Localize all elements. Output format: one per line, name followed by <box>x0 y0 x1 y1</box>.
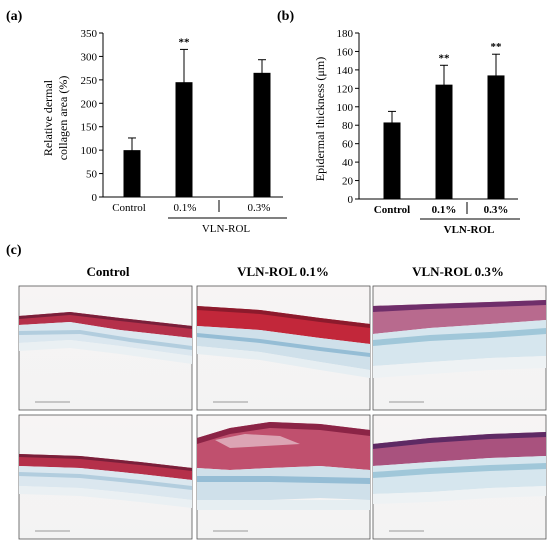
panel-label-a: (a) <box>6 9 23 24</box>
histology-image-control-2 <box>18 414 193 540</box>
y-axis-title-line-1: Relative dermal <box>41 79 55 156</box>
y-axis-title-line-2: collagen area (%) <box>56 76 70 161</box>
y-tick-label: 20 <box>342 176 354 188</box>
panel-label-b: (b) <box>277 9 294 24</box>
x-tick-label-control-a: Control <box>112 202 146 214</box>
y-axis-ticks-a: 0 50 100 150 200 250 300 350 <box>81 28 103 204</box>
y-tick-label: 50 <box>86 169 98 181</box>
y-tick-label: 80 <box>342 120 354 132</box>
bar-01 <box>175 82 193 197</box>
group-label-a: VLN-ROL <box>202 223 251 235</box>
x-tick-label-03-a: 0.3% <box>248 202 271 214</box>
bar-01 <box>435 84 453 199</box>
x-tick-label-03-b: 0.3% <box>484 204 509 216</box>
bar-control <box>123 150 141 197</box>
significance-marker: ** <box>179 36 191 48</box>
y-tick-label: 180 <box>337 28 354 40</box>
y-tick-label: 0 <box>92 192 98 204</box>
x-tick-label-control-b: Control <box>374 204 410 216</box>
histology-image-vln-rol-03-1 <box>372 285 547 411</box>
y-tick-label: 350 <box>81 28 98 40</box>
y-axis-ticks-b: 0 20 40 60 80 100 120 140 160 180 <box>337 28 359 206</box>
histology-image-vln-rol-01-2 <box>196 414 371 540</box>
y-tick-label: 250 <box>81 75 98 87</box>
y-tick-label: 120 <box>337 83 354 95</box>
x-tick-label-01-b: 0.1% <box>432 204 457 216</box>
chart-epidermal-thickness: (b) Epidermal thickness (μm) 0 20 40 60 80 10… <box>277 9 520 236</box>
bars-b: ** ** <box>383 41 505 199</box>
y-tick-label: 300 <box>81 51 98 63</box>
bars-a: ** <box>123 36 271 197</box>
y-axis-title-a: Relative dermal collagen area (%) <box>41 76 70 161</box>
y-tick-label: 0 <box>348 194 354 206</box>
y-tick-label: 60 <box>342 139 354 151</box>
y-tick-label: 160 <box>337 46 354 58</box>
panel-label-c: (c) <box>6 243 22 258</box>
column-title-vln-rol-03: VLN-ROL 0.3% <box>412 264 504 279</box>
column-title-control: Control <box>86 264 129 279</box>
histology-panel: (c) Control VLN-ROL 0.1% VLN-ROL 0.3% <box>6 243 547 540</box>
y-tick-label: 200 <box>81 98 98 110</box>
bar-03 <box>487 75 505 199</box>
significance-marker: ** <box>439 52 451 64</box>
y-tick-label: 40 <box>342 157 354 169</box>
column-title-vln-rol-01: VLN-ROL 0.1% <box>237 264 329 279</box>
y-tick-label: 140 <box>337 65 354 77</box>
y-axis-title-b: Epidermal thickness (μm) <box>313 57 327 181</box>
histology-image-vln-rol-03-2 <box>372 414 547 540</box>
bar-control <box>383 122 401 199</box>
y-tick-label: 150 <box>81 122 98 134</box>
y-tick-label: 100 <box>81 145 98 157</box>
histology-image-control-1 <box>18 285 193 411</box>
y-tick-label: 100 <box>337 102 354 114</box>
significance-marker: ** <box>491 41 503 53</box>
histology-image-vln-rol-01-1 <box>196 285 371 411</box>
chart-collagen-area: (a) Relative dermal collagen area (%) 0 5… <box>6 9 287 235</box>
x-tick-label-01-a: 0.1% <box>174 202 197 214</box>
bar-03 <box>253 72 271 197</box>
group-label-b: VLN-ROL <box>444 224 495 236</box>
